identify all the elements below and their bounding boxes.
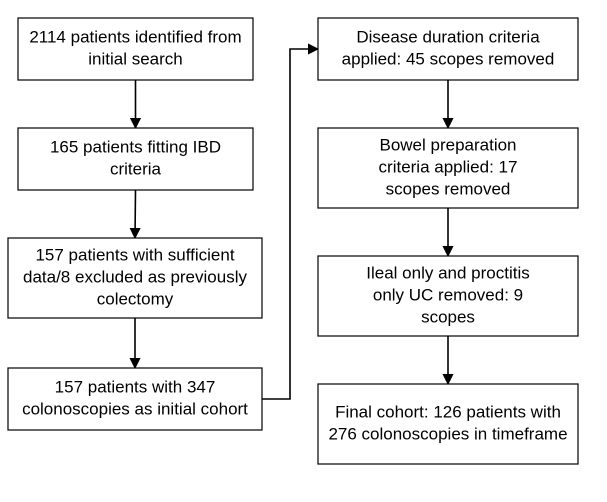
flow-node-text: only UC removed: 9 <box>373 285 523 304</box>
flow-node-text: colonoscopies as initial cohort <box>22 399 248 418</box>
flow-node-text: applied: 45 scopes removed <box>342 49 555 68</box>
flow-node-text: criteria applied: 17 <box>379 157 518 176</box>
flow-node: Final cohort: 126 patients with 276 colon… <box>318 384 578 464</box>
flowchart: 2114 patients identified from initial sea… <box>0 0 607 502</box>
flow-edge <box>135 190 136 238</box>
flow-node-text: 165 patients fitting IBD <box>50 137 221 156</box>
flow-node-text: Ileal only and proctitis <box>366 263 529 282</box>
flow-node-text: 2114 patients identified from <box>29 27 241 46</box>
edges-layer <box>135 49 448 399</box>
flow-node-text: data/8 excluded as previously <box>23 267 247 286</box>
nodes-layer: 2114 patients identified from initial sea… <box>8 18 578 464</box>
flow-node: Bowel preparation criteria applied: 17 sco… <box>318 128 578 208</box>
flow-node-text: scopes <box>421 307 475 326</box>
flow-node-text: Bowel preparation <box>379 135 516 154</box>
flow-node-text: Disease duration criteria <box>356 27 540 46</box>
flow-node: 157 patients with 347 colonoscopies as in… <box>8 368 262 430</box>
flow-node: 2114 patients identified from initial sea… <box>18 18 253 80</box>
flow-node-text: initial search <box>88 49 183 68</box>
flow-node-text: Final cohort: 126 patients with <box>335 402 561 421</box>
flow-node-text: scopes removed <box>386 179 511 198</box>
flow-node-text: 276 colonoscopies in timeframe <box>328 424 567 443</box>
flow-node-text: 157 patients with 347 <box>55 377 216 396</box>
flow-node: Ileal only and proctitis only UC removed:… <box>318 256 578 336</box>
flow-node: 165 patients fitting IBD criteria <box>18 128 253 190</box>
flow-node: Disease duration criteria applied: 45 sco… <box>318 18 578 80</box>
flow-node: 157 patients with sufficient data/8 exclu… <box>8 238 262 318</box>
flow-node-text: criteria <box>110 159 162 178</box>
flow-edge <box>262 49 318 399</box>
flow-node-text: 157 patients with sufficient <box>35 245 234 264</box>
flow-node-text: colectomy <box>97 289 174 308</box>
